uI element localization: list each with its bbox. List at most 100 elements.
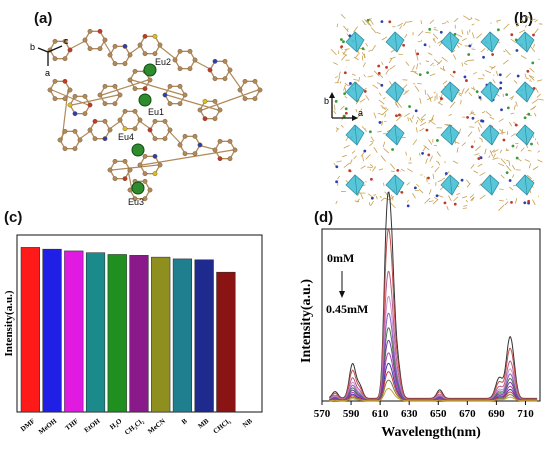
atom	[152, 136, 158, 142]
atom	[132, 68, 138, 74]
framework-bond	[534, 28, 539, 35]
framework-bond	[371, 44, 376, 51]
framework-atom	[402, 43, 406, 47]
framework-bond	[534, 112, 537, 117]
atom	[152, 153, 158, 159]
framework-atom	[377, 71, 381, 75]
framework-bond	[409, 157, 412, 161]
atom	[122, 126, 128, 132]
framework-bond	[364, 19, 370, 26]
bar-chart: DMF MeOH THF EtOH H₂O CH₂Cl₂ MeCN B MB CHCl₃ NB Int…	[3, 234, 263, 437]
framework-bond	[405, 61, 410, 66]
atom	[152, 51, 158, 57]
framework-bond	[499, 149, 503, 154]
polyhedron-edge	[394, 124, 398, 146]
bond	[227, 69, 243, 91]
framework-bond	[432, 173, 435, 180]
framework-bond	[376, 31, 381, 35]
framework-bond	[355, 108, 358, 113]
atom	[147, 77, 153, 83]
framework-bond	[414, 85, 420, 92]
framework-bond	[436, 151, 441, 157]
framework-bond	[504, 201, 509, 206]
framework-atom	[510, 33, 514, 37]
framework-atom	[361, 47, 365, 51]
framework-bond	[509, 186, 514, 191]
framework-bond	[438, 195, 444, 198]
bond	[127, 169, 133, 191]
framework-atom	[514, 123, 518, 127]
atom	[157, 162, 163, 168]
framework-bond	[448, 113, 452, 117]
framework-bond	[369, 168, 372, 171]
bond	[51, 89, 89, 106]
atom	[127, 52, 133, 58]
framework-bond	[492, 79, 496, 84]
framework-bond	[339, 81, 342, 84]
framework-bond	[505, 149, 510, 152]
framework-atom	[471, 116, 475, 120]
atom	[87, 127, 93, 133]
atom	[172, 57, 178, 63]
framework-bond	[407, 168, 413, 173]
bar-7	[151, 256, 171, 413]
eu-atom-label: Eu3	[128, 197, 144, 207]
framework-bond	[373, 194, 377, 196]
framework-bond	[471, 23, 475, 26]
framework-atom	[427, 176, 430, 180]
axis-c-line	[47, 45, 63, 53]
framework-bond	[431, 166, 434, 168]
atom	[127, 167, 133, 173]
framework-bond	[510, 38, 516, 43]
atom	[52, 78, 58, 84]
framework-bond	[502, 93, 505, 98]
framework-bond	[506, 165, 512, 172]
polyhedron	[480, 81, 500, 103]
axis-b-label: b	[324, 96, 329, 106]
framework-bond	[433, 196, 439, 201]
framework-bond	[530, 18, 536, 21]
bar-3	[64, 250, 84, 413]
bar-8	[172, 258, 193, 413]
framework-atom	[428, 27, 432, 31]
framework-bond	[448, 195, 452, 202]
framework-atom	[388, 20, 392, 24]
framework-bond	[427, 52, 433, 56]
framework-bond	[382, 108, 389, 116]
atom	[222, 58, 228, 64]
framework-bond	[520, 147, 525, 152]
framework-bond	[354, 200, 360, 203]
framework-bond	[376, 82, 381, 85]
polyhedron-edge	[524, 174, 528, 196]
framework-bond	[429, 73, 436, 77]
framework-bond	[381, 36, 388, 41]
x-tick-label: 610	[372, 408, 389, 420]
framework-bond	[511, 165, 516, 170]
framework-atom	[502, 138, 506, 142]
framework-bond	[419, 127, 425, 132]
framework-atom	[334, 99, 338, 103]
polyhedron-edge	[449, 81, 453, 103]
atom	[242, 96, 248, 102]
framework-bond	[433, 29, 438, 31]
framework-atom	[343, 71, 347, 75]
framework-bond	[520, 55, 527, 59]
polyhedron-edge	[394, 81, 398, 103]
atom	[102, 118, 108, 124]
framework-bond	[357, 191, 361, 197]
framework-bond	[513, 104, 516, 110]
framework-atom	[506, 106, 510, 110]
atom	[217, 138, 223, 144]
atom	[62, 56, 68, 62]
framework-atom	[505, 171, 509, 175]
framework-bond	[385, 69, 389, 75]
framework-bond	[420, 39, 423, 42]
panel-d: (d) 570 590 610 630 650 670 690 710 Wavelength(n…	[290, 191, 550, 469]
framework-bond	[469, 126, 475, 128]
atom	[137, 42, 143, 48]
annotation-0mM: 0mM	[327, 251, 354, 265]
atom	[92, 136, 98, 142]
framework-atom	[396, 168, 400, 172]
framework-bond	[466, 179, 471, 185]
atom	[47, 87, 53, 93]
